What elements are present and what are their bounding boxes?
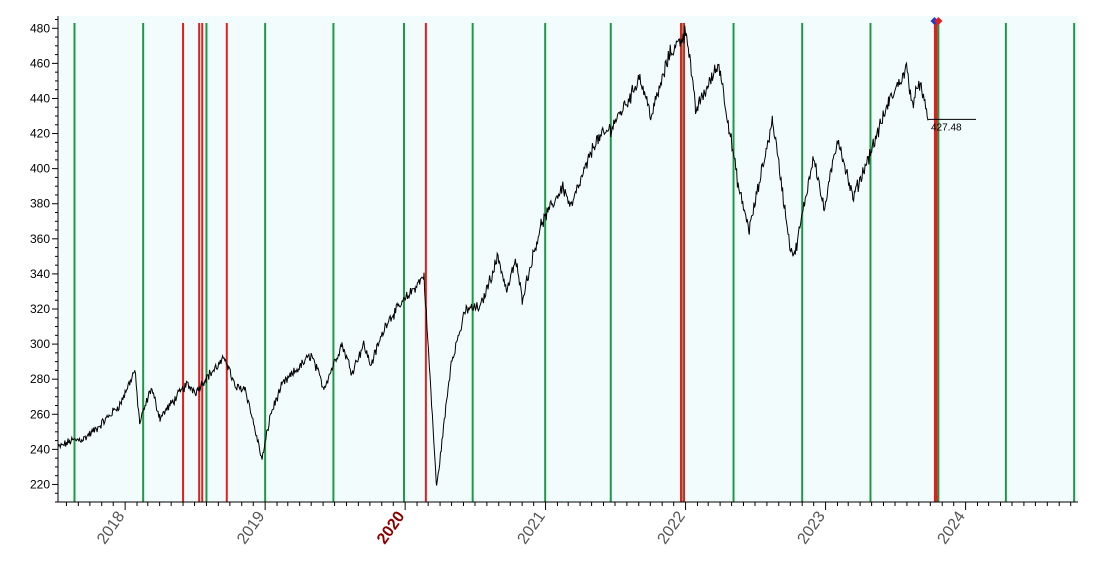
y-tick-label: 480 [30, 21, 50, 35]
y-tick-label: 260 [30, 407, 50, 421]
y-tick-label: 220 [30, 477, 50, 491]
y-tick-label: 360 [30, 232, 50, 246]
x-tick-label: 2018 [94, 508, 128, 547]
y-tick-label: 460 [30, 56, 50, 70]
x-tick-label: 2021 [514, 508, 548, 547]
y-tick-label: 440 [30, 91, 50, 105]
x-tick-label: 2023 [795, 508, 829, 547]
plot-background [58, 16, 1078, 502]
x-axis: 2018 2019 2020 2021 2022 2023 2024 [58, 501, 1078, 547]
price-series [57, 25, 929, 486]
x-tick-label: 2024 [935, 508, 969, 547]
y-tick-label: 340 [30, 267, 50, 281]
y-tick-label: 280 [30, 372, 50, 386]
y-tick-label: 320 [30, 302, 50, 316]
x-tick-label: 2020 [374, 508, 408, 547]
y-tick-label: 400 [30, 162, 50, 176]
bottom-red-marker [934, 496, 939, 500]
y-tick-label: 380 [30, 197, 50, 211]
x-tick-label: 2022 [655, 508, 689, 547]
signal-lines [73, 23, 1076, 502]
red-diamond-marker [934, 17, 943, 25]
y-tick-label: 300 [30, 337, 50, 351]
price-line [57, 25, 929, 486]
last-price-marker: 427.48 [928, 17, 977, 500]
y-tick-label: 240 [30, 442, 50, 456]
y-tick-label: 420 [30, 127, 50, 141]
x-tick-label: 2019 [234, 508, 268, 547]
last-price-label: 427.48 [931, 122, 962, 133]
y-axis: 220 240 260 280 300 320 340 360 380 400 420 440 460 4… [30, 16, 59, 503]
